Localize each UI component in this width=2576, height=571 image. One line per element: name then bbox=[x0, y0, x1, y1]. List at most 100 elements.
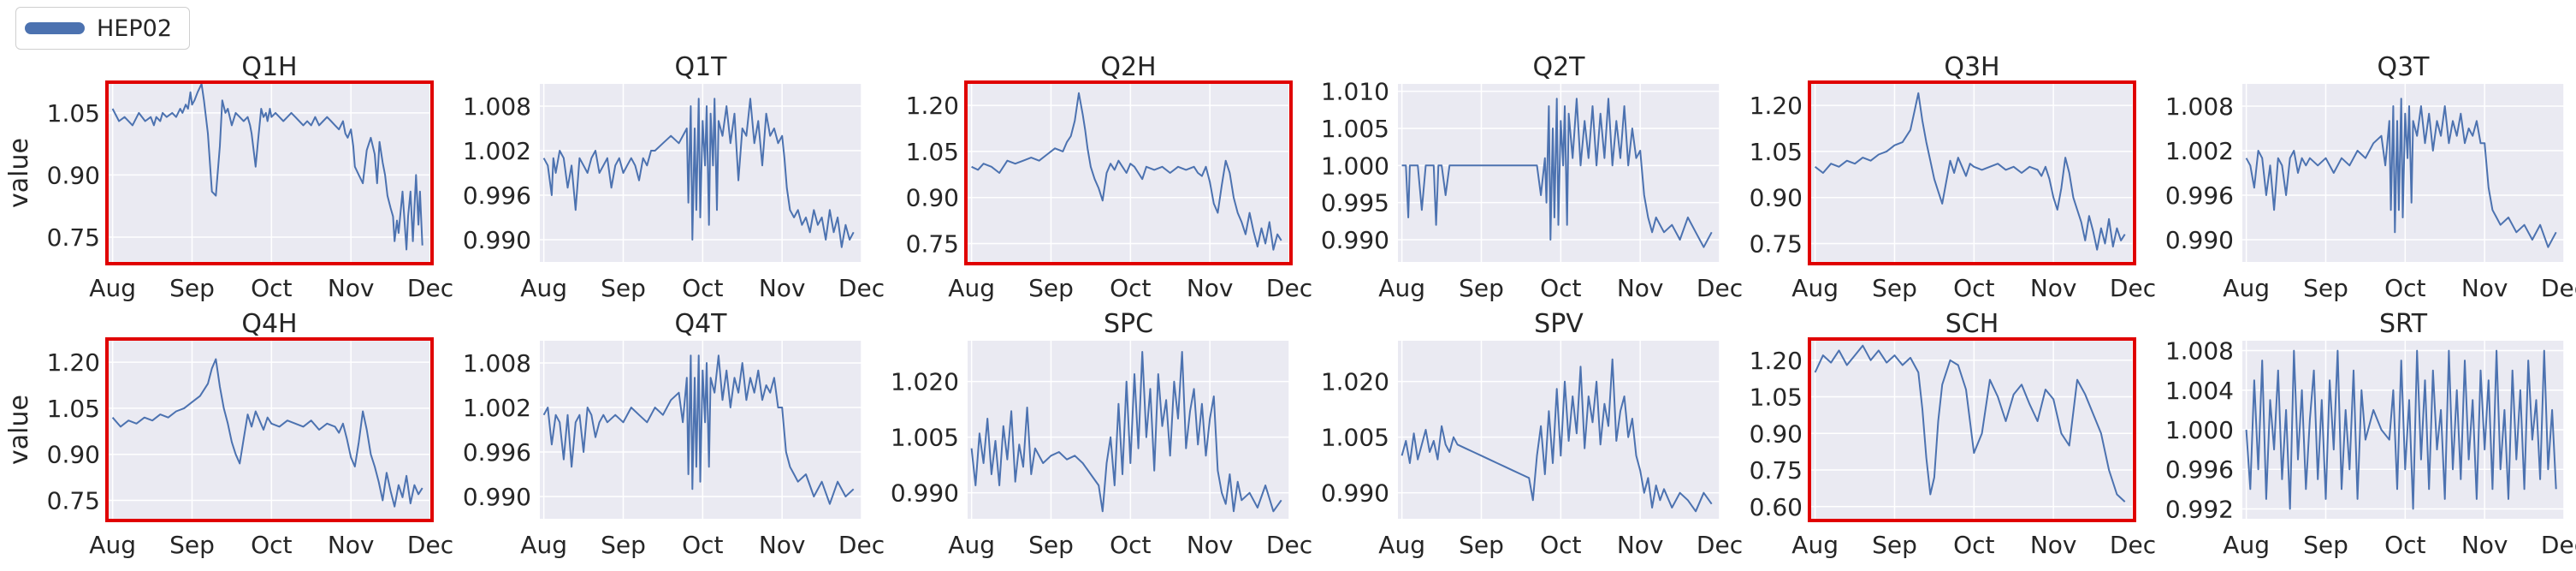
y-tick-label: 1.020 bbox=[1321, 368, 1389, 396]
x-tick-label: Nov bbox=[2030, 274, 2077, 302]
x-tick-label: Sep bbox=[601, 531, 646, 559]
y-axis-label: value bbox=[4, 138, 34, 208]
x-tick-label: Dec bbox=[1697, 531, 1743, 559]
y-tick-label: 1.008 bbox=[463, 92, 531, 121]
y-tick-label: 1.05 bbox=[1750, 384, 1803, 412]
y-tick-label: 0.990 bbox=[463, 483, 531, 511]
panel-title-spv: SPV bbox=[1534, 309, 1584, 339]
y-tick-label: 0.90 bbox=[1750, 419, 1803, 448]
x-tick-label: Dec bbox=[2541, 531, 2576, 559]
panel-title-q3t: Q3T bbox=[2377, 52, 2430, 82]
x-tick-label: Sep bbox=[169, 274, 215, 302]
x-tick-label: Dec bbox=[1266, 531, 1312, 559]
legend: HEP02 bbox=[15, 7, 191, 50]
y-tick-label: 0.75 bbox=[47, 223, 100, 252]
series-line-q4t bbox=[542, 354, 855, 505]
y-tick-label: 0.75 bbox=[906, 229, 959, 258]
x-tick-label: Dec bbox=[1266, 274, 1312, 302]
x-tick-label: Sep bbox=[1028, 531, 1074, 559]
legend-label: HEP02 bbox=[97, 15, 173, 42]
x-tick-label: Aug bbox=[1791, 531, 1839, 559]
panel-title-spc: SPC bbox=[1104, 309, 1153, 339]
y-tick-label: 1.000 bbox=[1321, 152, 1389, 180]
highlight-frame-q1h bbox=[105, 80, 434, 265]
x-tick-label: Aug bbox=[1378, 531, 1425, 559]
series-line-q2h bbox=[971, 92, 1282, 251]
panel-title-q2h: Q2H bbox=[1100, 52, 1156, 82]
y-axis-label: value bbox=[4, 395, 34, 465]
x-tick-label: Oct bbox=[1110, 531, 1151, 559]
series-line-q3t bbox=[2245, 98, 2557, 248]
x-tick-label: Oct bbox=[251, 274, 292, 302]
x-tick-label: Oct bbox=[1540, 531, 1581, 559]
x-tick-label: Oct bbox=[682, 531, 723, 559]
y-tick-label: 0.90 bbox=[906, 184, 959, 212]
x-tick-label: Nov bbox=[328, 274, 375, 302]
x-tick-label: Aug bbox=[1791, 274, 1839, 302]
y-tick-label: 0.992 bbox=[2165, 495, 2234, 523]
panel-title-q4t: Q4T bbox=[674, 309, 727, 339]
highlight-frame-q3h bbox=[1808, 80, 2136, 265]
y-tick-label: 0.990 bbox=[1321, 479, 1389, 508]
y-tick-label: 0.75 bbox=[1750, 456, 1803, 485]
x-tick-label: Nov bbox=[2461, 531, 2508, 559]
y-tick-label: 0.996 bbox=[463, 181, 531, 210]
plot-area-q3h bbox=[1811, 84, 2133, 262]
x-tick-label: Dec bbox=[407, 531, 453, 559]
x-tick-label: Aug bbox=[1378, 274, 1425, 302]
x-tick-label: Dec bbox=[838, 531, 885, 559]
plot-area-q2h bbox=[968, 84, 1289, 262]
panel-title-sch: SCH bbox=[1945, 309, 1999, 339]
x-tick-label: Sep bbox=[1872, 274, 1917, 302]
y-tick-label: 1.05 bbox=[47, 99, 100, 128]
legend-swatch bbox=[25, 22, 85, 34]
x-tick-label: Nov bbox=[2030, 531, 2077, 559]
y-tick-label: 1.20 bbox=[1750, 92, 1803, 120]
x-tick-label: Nov bbox=[2461, 274, 2508, 302]
x-tick-label: Aug bbox=[2223, 531, 2270, 559]
plot-area-sch bbox=[1811, 341, 2133, 519]
y-tick-label: 1.008 bbox=[2165, 337, 2234, 366]
highlight-frame-sch bbox=[1808, 337, 2136, 522]
panel-title-q2t: Q2T bbox=[1532, 52, 1585, 82]
x-tick-label: Oct bbox=[2384, 531, 2425, 559]
y-tick-label: 1.005 bbox=[1321, 115, 1389, 143]
x-tick-label: Nov bbox=[1187, 274, 1234, 302]
series-line-q2t bbox=[1401, 98, 1713, 248]
x-tick-label: Aug bbox=[520, 274, 567, 302]
y-tick-label: 1.05 bbox=[47, 395, 100, 423]
x-tick-label: Oct bbox=[1953, 274, 1994, 302]
x-tick-label: Dec bbox=[407, 274, 453, 302]
y-tick-label: 1.20 bbox=[47, 348, 100, 377]
x-tick-label: Dec bbox=[2110, 274, 2156, 302]
y-tick-label: 1.05 bbox=[906, 138, 959, 166]
y-tick-label: 0.90 bbox=[1750, 184, 1803, 212]
y-tick-label: 0.996 bbox=[463, 438, 531, 467]
y-tick-label: 0.990 bbox=[2165, 226, 2234, 254]
y-tick-label: 1.20 bbox=[906, 92, 959, 120]
x-tick-label: Oct bbox=[682, 274, 723, 302]
x-tick-label: Nov bbox=[328, 531, 375, 559]
y-tick-label: 1.002 bbox=[463, 137, 531, 165]
y-tick-label: 1.005 bbox=[891, 424, 959, 452]
x-tick-label: Nov bbox=[759, 274, 806, 302]
x-tick-label: Dec bbox=[2541, 274, 2576, 302]
y-tick-label: 0.990 bbox=[1321, 226, 1389, 254]
y-tick-label: 1.20 bbox=[1750, 347, 1803, 375]
y-tick-label: 0.995 bbox=[1321, 189, 1389, 217]
y-tick-label: 1.005 bbox=[1321, 424, 1389, 452]
y-tick-label: 0.75 bbox=[47, 486, 100, 514]
x-tick-label: Sep bbox=[1028, 274, 1074, 302]
x-tick-label: Aug bbox=[520, 531, 567, 559]
x-tick-label: Oct bbox=[1110, 274, 1151, 302]
x-tick-label: Nov bbox=[1187, 531, 1234, 559]
x-tick-label: Oct bbox=[1540, 274, 1581, 302]
series-line-srt bbox=[2245, 349, 2557, 510]
panel-title-q3h: Q3H bbox=[1944, 52, 1999, 82]
y-tick-label: 0.996 bbox=[2165, 181, 2234, 210]
x-tick-label: Sep bbox=[1459, 274, 1504, 302]
y-tick-label: 0.90 bbox=[47, 161, 100, 189]
x-tick-label: Aug bbox=[89, 531, 136, 559]
series-line-spv bbox=[1401, 358, 1713, 513]
